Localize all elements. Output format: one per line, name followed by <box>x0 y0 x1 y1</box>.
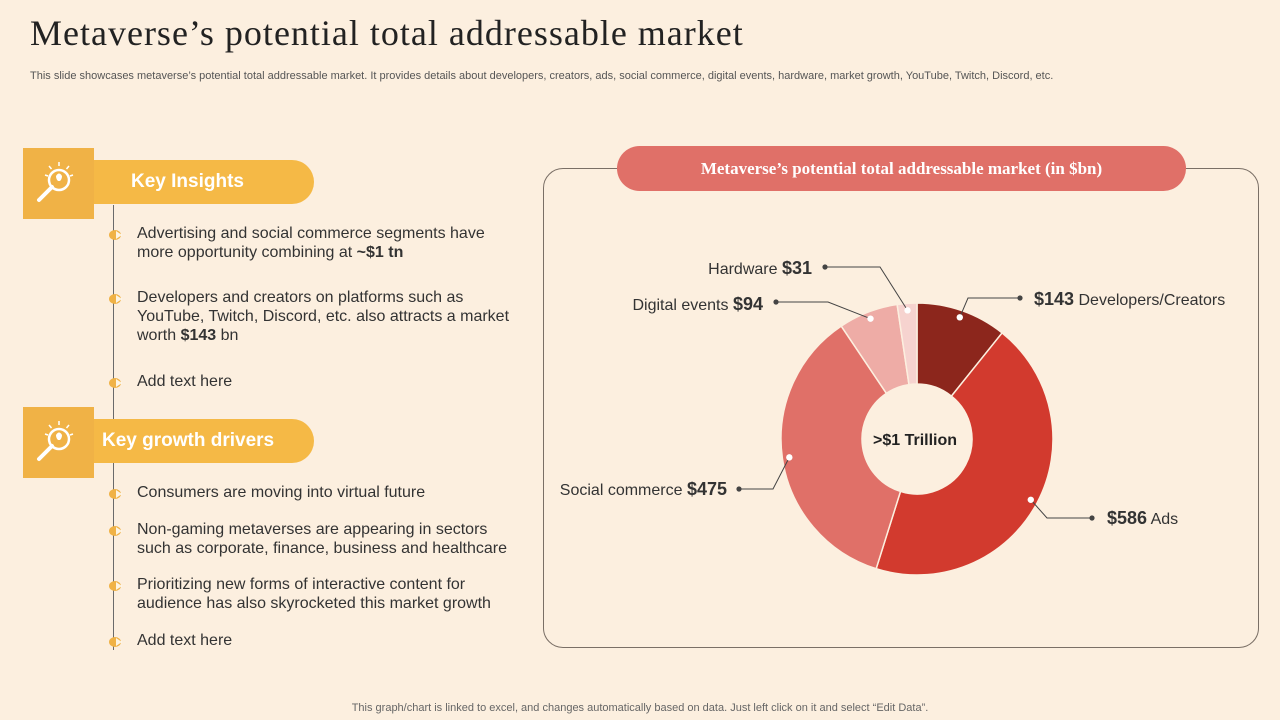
bullet-text: Non-gaming metaverses are appearing in s… <box>137 521 508 557</box>
footer-note: This graph/chart is linked to excel, and… <box>351 702 929 714</box>
leader-line <box>739 457 790 490</box>
bullet-text: Advertising and social commerce segments… <box>137 225 485 261</box>
leader-line <box>825 266 908 311</box>
leader-start-dot <box>867 315 874 322</box>
leader-end-dot <box>736 486 742 492</box>
leader-end-dot <box>1089 515 1095 521</box>
donut-hole <box>862 384 972 494</box>
leader-line <box>1030 499 1092 519</box>
slice-label: Hardware $31 <box>708 258 812 278</box>
bullet-arrow-icon <box>108 580 124 592</box>
bullet-arrow-icon <box>108 525 124 537</box>
chart-title: Metaverse’s potential total addressable … <box>617 146 1186 191</box>
slice-label: Social commerce $475 <box>560 479 727 499</box>
leader-start-dot <box>1027 496 1034 503</box>
leader-start-dot <box>904 307 911 314</box>
section-heading-text: Key growth drivers <box>102 430 275 451</box>
bullet-text: Add text here <box>137 632 233 649</box>
leader-end-dot <box>773 299 779 305</box>
leader-line <box>959 297 1020 318</box>
leader-start-dot <box>786 454 793 461</box>
bullet-text: Add text here <box>137 373 233 390</box>
slice-label: $143 Developers/Creators <box>1034 289 1225 309</box>
magnifier-bulb-icon <box>23 148 94 219</box>
slice-label: $586 Ads <box>1107 508 1178 528</box>
slice-label: Digital events $94 <box>632 294 763 314</box>
leader-end-dot <box>1017 295 1023 301</box>
bullet-arrow-icon <box>108 636 124 648</box>
bullet-arrow-icon <box>108 377 124 389</box>
section-heading-text: Key Insights <box>131 171 244 192</box>
page-title: Metaverse’s potential total addressable … <box>30 13 744 53</box>
leader-line <box>776 301 871 320</box>
section-heading: Key Insights <box>94 160 314 204</box>
center-label: >$1 Trillion <box>873 432 957 449</box>
bullet-arrow-icon <box>108 293 124 305</box>
leader-end-dot <box>822 264 828 270</box>
page-subtitle: This slide showcases metaverse’s potenti… <box>30 70 1054 82</box>
bullet-arrow-icon <box>108 229 124 241</box>
section-heading: Key growth drivers <box>94 419 314 463</box>
bullet-text: Developers and creators on platforms suc… <box>137 289 510 344</box>
bullet-arrow-icon <box>108 488 124 500</box>
magnifier-bulb-icon <box>23 407 94 478</box>
bullet-text: Consumers are moving into virtual future <box>137 484 426 501</box>
leader-start-dot <box>956 314 963 321</box>
bullet-text: Prioritizing new forms of interactive co… <box>137 576 491 612</box>
